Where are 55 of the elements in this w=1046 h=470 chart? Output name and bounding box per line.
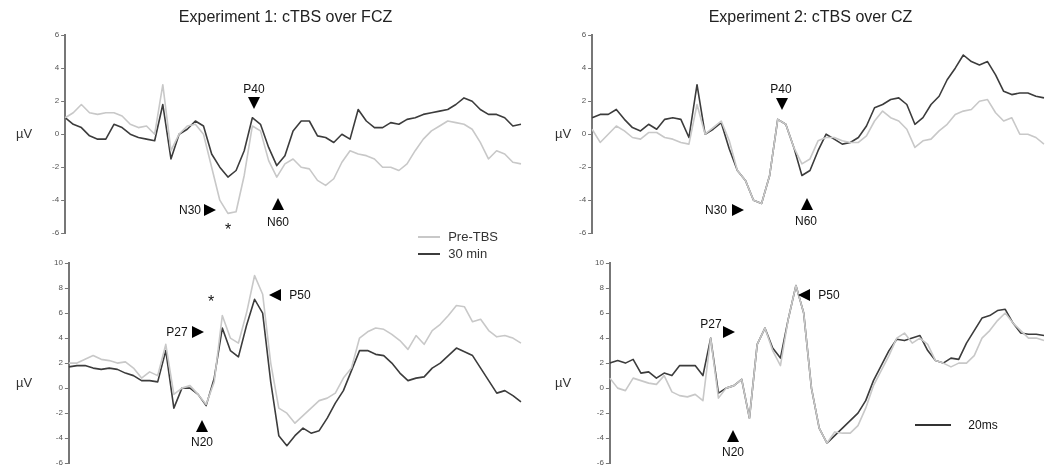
annotation: P40 [243, 82, 265, 96]
y-tick-label: -4 [578, 195, 587, 205]
y-tick-label: 0 [599, 383, 605, 393]
y-tick-label: 2 [599, 358, 605, 368]
annotation: 20ms [968, 418, 998, 432]
y-tick-label: -2 [55, 408, 64, 418]
y-tick-label: 6 [599, 308, 605, 318]
y-tick-label: -2 [596, 408, 605, 418]
y-tick-label: 10 [53, 258, 64, 268]
chart-title: Experiment 2: cTBS over CZ [708, 8, 913, 26]
y-tick-label: 6 [54, 30, 60, 40]
annotation: * [207, 293, 215, 311]
y-tick-label: 10 [594, 258, 605, 268]
y-tick-label: 2 [54, 96, 60, 106]
y-axis-title: µV [554, 374, 572, 390]
y-tick-label: 2 [58, 358, 64, 368]
annotation: N20 [721, 445, 745, 459]
annotation: * [224, 221, 232, 239]
y-tick-label: 4 [58, 333, 64, 343]
annotation: P50 [289, 288, 311, 302]
y-tick-label: 4 [599, 333, 605, 343]
y-tick-label: -2 [51, 162, 60, 172]
annotation: N30 [178, 203, 202, 217]
y-tick-label: -6 [578, 228, 587, 238]
legend-label: Pre-TBS [448, 228, 498, 245]
y-tick-label: 2 [581, 96, 587, 106]
annotation: P27 [700, 317, 722, 331]
annotation: P27 [166, 325, 188, 339]
annotation: N30 [704, 203, 728, 217]
y-tick-label: -6 [596, 458, 605, 468]
y-tick-label: 0 [581, 129, 587, 139]
y-tick-label: -4 [51, 195, 60, 205]
legend-label: 30 min [448, 245, 488, 262]
y-tick-label: 0 [54, 129, 60, 139]
y-axis-title: µV [15, 125, 33, 141]
annotation: P40 [770, 82, 792, 96]
annotation: N60 [794, 214, 818, 228]
y-tick-label: -2 [578, 162, 587, 172]
y-tick-label: -6 [55, 458, 64, 468]
y-tick-label: 6 [58, 308, 64, 318]
y-tick-label: 8 [599, 283, 605, 293]
annotation: N60 [266, 215, 290, 229]
y-axis-title: µV [15, 374, 33, 390]
y-axis-title: µV [554, 125, 572, 141]
y-tick-label: 4 [581, 63, 587, 73]
annotation: P50 [818, 288, 840, 302]
y-tick-label: -4 [596, 433, 605, 443]
y-tick-label: 4 [54, 63, 60, 73]
y-tick-label: -4 [55, 433, 64, 443]
y-tick-label: 0 [58, 383, 64, 393]
annotation: N20 [190, 435, 214, 449]
chart-title: Experiment 1: cTBS over FCZ [178, 8, 393, 26]
y-tick-label: 6 [581, 30, 587, 40]
y-tick-label: -6 [51, 228, 60, 238]
y-tick-label: 8 [58, 283, 64, 293]
